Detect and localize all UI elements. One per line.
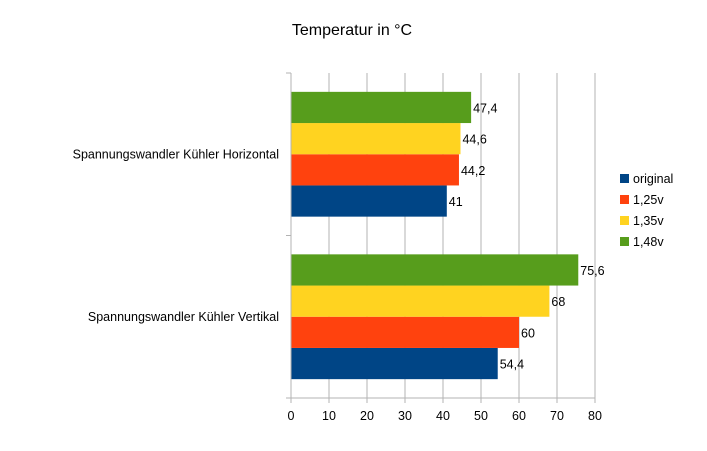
- bar-1,48v: [291, 91, 472, 124]
- x-tick-label: 70: [550, 409, 564, 423]
- bar-original: [291, 347, 498, 380]
- category-labels: Spannungswandler Kühler Horizontal Spannu…: [73, 147, 279, 324]
- legend: original 1,25v 1,35v 1,48v: [620, 172, 673, 249]
- data-labels: 41 44,2 44,6 47,4 54,4 60 68 75,6: [449, 101, 605, 371]
- legend-label: 1,25v: [633, 193, 664, 207]
- x-tick-label: 30: [398, 409, 412, 423]
- data-label: 68: [551, 295, 565, 309]
- legend-swatch: [620, 195, 629, 204]
- bar-original: [291, 185, 447, 217]
- x-tick-label: 20: [360, 409, 374, 423]
- legend-swatch: [620, 216, 629, 225]
- legend-label: 1,48v: [633, 235, 664, 249]
- x-tick-label: 40: [436, 409, 450, 423]
- x-tick-label: 50: [474, 409, 488, 423]
- bars: [291, 91, 579, 380]
- legend-label: 1,35v: [633, 214, 664, 228]
- chart-title: Temperatur in °C: [292, 22, 412, 39]
- x-tick-label: 10: [322, 409, 336, 423]
- data-label: 60: [521, 326, 535, 340]
- category-label: Spannungswandler Kühler Horizontal: [73, 147, 279, 161]
- x-tick-label: 60: [512, 409, 526, 423]
- x-tick-label: 0: [288, 409, 295, 423]
- legend-swatch: [620, 174, 629, 183]
- bar-1,25v: [291, 154, 459, 186]
- legend-swatch: [620, 237, 629, 246]
- legend-label: original: [633, 172, 673, 186]
- category-label: Spannungswandler Kühler Vertikal: [88, 310, 279, 324]
- data-label: 75,6: [580, 264, 604, 278]
- x-axis-ticks: 0 10 20 30 40 50 60 70 80: [288, 398, 602, 423]
- bar-1,35v: [291, 123, 461, 155]
- bar-1,48v: [291, 254, 579, 286]
- data-label: 44,2: [461, 164, 485, 178]
- x-tick-label: 80: [588, 409, 602, 423]
- data-label: 41: [449, 195, 463, 209]
- bar-1,25v: [291, 316, 519, 348]
- data-label: 47,4: [473, 101, 497, 115]
- data-label: 44,6: [462, 133, 486, 147]
- bar-1,35v: [291, 285, 550, 317]
- data-label: 54,4: [500, 358, 524, 372]
